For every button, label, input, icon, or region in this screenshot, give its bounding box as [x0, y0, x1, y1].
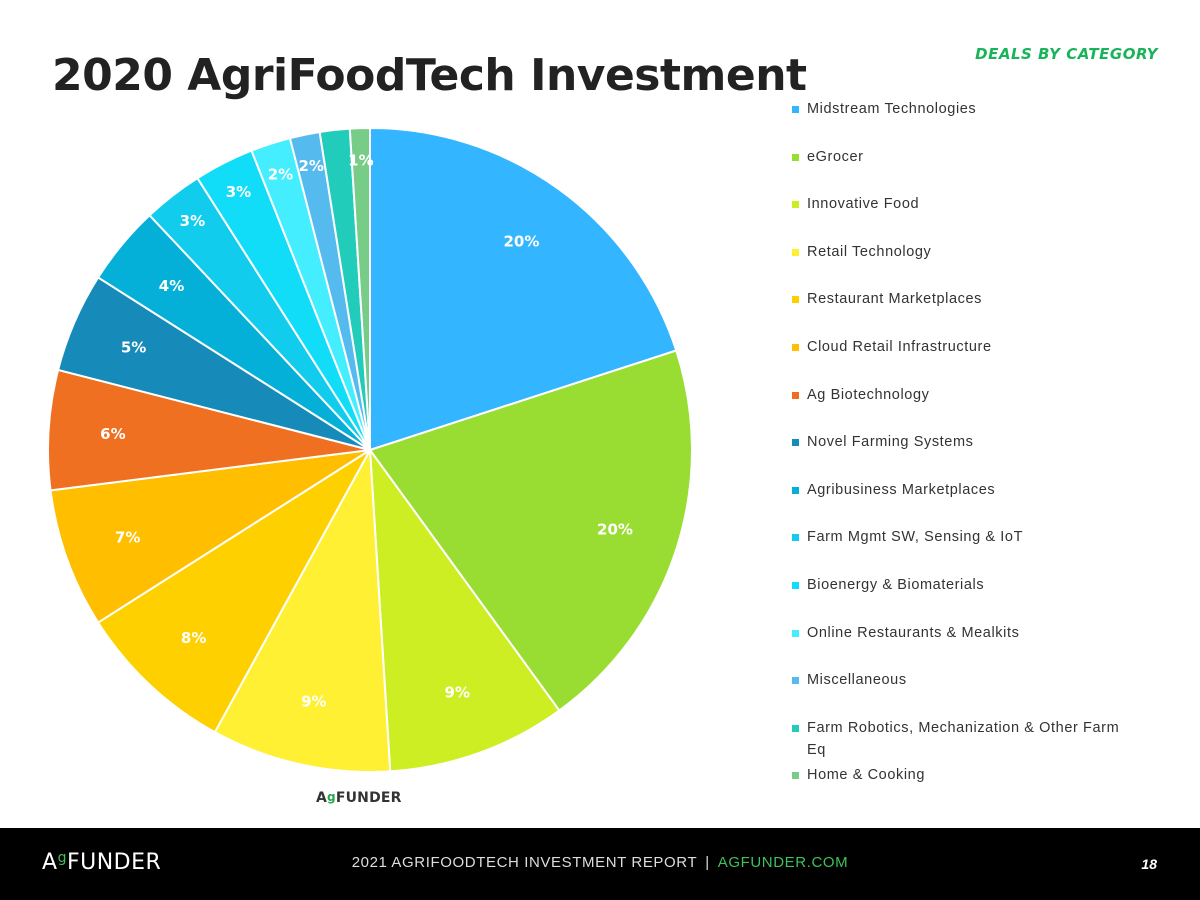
- pie-slice-cloud-retail-infrastructure: [49, 449, 371, 624]
- legend-item-restaurant-marketplaces: Restaurant Marketplaces: [792, 288, 1122, 336]
- data-label-midstream-technologies: 20%: [503, 233, 539, 251]
- pie-slice-restaurant-marketplaces: [96, 449, 371, 734]
- legend-item-egrocer: eGrocer: [792, 146, 1122, 194]
- legend-item-home-cooking: Home & Cooking: [792, 764, 1122, 812]
- footer-logo-prefix: A: [42, 850, 58, 875]
- footer-logo-text: FUNDER: [66, 850, 162, 875]
- footer-report-title: 2021 AGRIFOODTECH INVESTMENT REPORT: [351, 854, 698, 871]
- data-label-innovative-food: 9%: [445, 683, 470, 701]
- chart-legend: Midstream Technologies eGrocer Innovative …: [792, 98, 1122, 812]
- data-label-bioenergy-biomaterials: 3%: [226, 183, 251, 201]
- legend-label: Midstream Technologies: [807, 101, 977, 117]
- legend-label: Cloud Retail Infrastructure: [807, 338, 992, 355]
- legend-label: Novel Farming Systems: [807, 434, 974, 451]
- data-label-miscellaneous: 2%: [298, 157, 323, 175]
- legend-swatch: [792, 486, 799, 494]
- footer-report-line: 2021 AGRIFOODTECH INVESTMENT REPORT | AGFU…: [0, 854, 1200, 871]
- legend-item-farm-robotics-mechanization-other-farm-eq: Farm Robotics, Mechanization & Other Far…: [792, 717, 1122, 765]
- data-label-egrocer: 20%: [597, 521, 633, 539]
- pie-slice-egrocer: [368, 349, 693, 712]
- legend-item-retail-technology: Retail Technology: [792, 241, 1122, 289]
- pie-slice-midstream-technologies: [369, 126, 678, 452]
- legend-label: Retail Technology: [807, 243, 932, 260]
- legend-item-cloud-retail-infrastructure: Cloud Retail Infrastructure: [792, 336, 1122, 384]
- legend-item-innovative-food: Innovative Food: [792, 193, 1122, 241]
- legend-item-miscellaneous: Miscellaneous: [792, 669, 1122, 717]
- legend-swatch: [792, 629, 799, 637]
- legend-item-farm-mgmt-sw-sensing-iot: Farm Mgmt SW, Sensing & IoT: [792, 526, 1122, 574]
- legend-item-online-restaurants-mealkits: Online Restaurants & Mealkits: [792, 622, 1122, 670]
- legend-swatch: [792, 343, 799, 351]
- legend-label: Bioenergy & Biomaterials: [807, 576, 985, 593]
- legend-swatch: [792, 201, 799, 209]
- data-label-retail-technology: 9%: [301, 692, 326, 710]
- data-label-novel-farming-systems: 5%: [121, 339, 146, 357]
- legend-swatch: [792, 248, 799, 256]
- legend-label: Farm Mgmt SW, Sensing & IoT: [807, 529, 1024, 546]
- page-title: 2020 AgriFoodTech Investment: [52, 50, 807, 101]
- data-label-cloud-retail-infrastructure: 7%: [115, 528, 140, 546]
- data-label-agribusiness-marketplaces: 4%: [159, 277, 184, 295]
- legend-swatch: [792, 391, 799, 399]
- chart-subtitle: DEALS BY CATEGORY: [975, 45, 1158, 63]
- pie-slice-retail-technology: [213, 446, 392, 773]
- footer-site-link[interactable]: AGFUNDER.COM: [717, 854, 849, 871]
- legend-swatch: [792, 153, 799, 161]
- pie-slice-ag-biotechnology: [47, 368, 371, 492]
- legend-swatch: [792, 439, 799, 447]
- legend-swatch: [792, 772, 799, 780]
- legend-label: Agribusiness Marketplaces: [807, 481, 996, 498]
- legend-label: Restaurant Marketplaces: [807, 291, 982, 308]
- legend-swatch: [792, 581, 799, 589]
- legend-swatch: [792, 106, 799, 113]
- footer-separator: |: [705, 854, 710, 871]
- legend-label: Innovative Food: [807, 196, 920, 213]
- legend-label: Farm Robotics, Mechanization & Other Far…: [807, 719, 1120, 758]
- legend-item-bioenergy-biomaterials: Bioenergy & Biomaterials: [792, 574, 1122, 622]
- pie-slice-home-cooking: [348, 126, 371, 451]
- watermark-logo-text: FUNDER: [335, 790, 402, 806]
- legend-swatch: [792, 296, 799, 304]
- legend-label: Home & Cooking: [807, 767, 926, 784]
- legend-item-ag-biotechnology: Ag Biotechnology: [792, 384, 1122, 432]
- data-label-restaurant-marketplaces: 8%: [181, 629, 206, 647]
- legend-label: eGrocer: [807, 148, 864, 165]
- legend-label: Online Restaurants & Mealkits: [807, 624, 1020, 641]
- watermark-logo-prefix: A: [316, 790, 328, 806]
- legend-swatch: [792, 677, 799, 685]
- legend-label: Miscellaneous: [807, 672, 907, 689]
- legend-item-agribusiness-marketplaces: Agribusiness Marketplaces: [792, 479, 1122, 527]
- data-label-ag-biotechnology: 6%: [100, 425, 125, 443]
- legend-label: Ag Biotechnology: [807, 386, 930, 403]
- data-label-farm-mgmt-sw-sensing-iot: 3%: [180, 212, 205, 230]
- footer-bar: AgFUNDER 2021 AGRIFOODTECH INVESTMENT RE…: [0, 828, 1200, 900]
- legend-swatch: [792, 724, 799, 732]
- watermark-logo-leaf: g: [327, 790, 336, 804]
- footer-logo: AgFUNDER: [42, 850, 161, 875]
- data-label-online-restaurants-mealkits: 2%: [268, 165, 293, 183]
- agfunder-watermark-logo: AgFUNDER: [316, 790, 402, 820]
- legend-item-midstream-technologies: Midstream Technologies: [792, 98, 1122, 146]
- data-label-home-cooking: 1%: [348, 151, 373, 169]
- pie-slice-innovative-food: [368, 446, 561, 773]
- page-number: 18: [1141, 856, 1157, 872]
- legend-item-novel-farming-systems: Novel Farming Systems: [792, 431, 1122, 479]
- legend-swatch: [792, 534, 799, 542]
- footer-logo-leaf: g: [57, 850, 67, 866]
